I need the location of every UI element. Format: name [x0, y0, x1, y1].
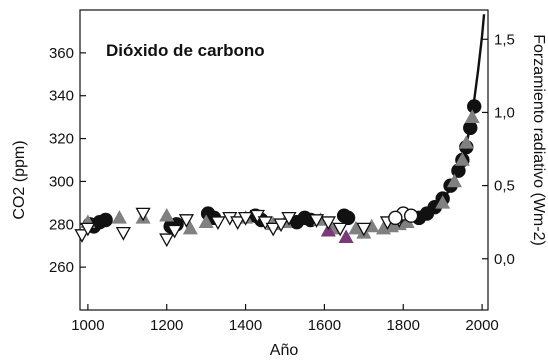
data-point-triangle-down — [80, 222, 96, 237]
data-point-triangle-up — [435, 195, 451, 209]
data-point-triangle-up — [182, 220, 198, 235]
x-tick-label: 1800 — [387, 317, 420, 334]
data-point-triangle-down — [273, 218, 289, 233]
y2-tick-label: 0,5 — [494, 178, 515, 195]
chart-title: Dióxido de carbono — [106, 41, 265, 60]
x-tick-label: 1400 — [229, 317, 262, 334]
data-point-triangle-up — [464, 109, 480, 123]
data-point-triangle-down — [115, 227, 131, 241]
data-point-triangle-up — [338, 229, 354, 243]
data-point-triangle-down — [167, 224, 183, 239]
y-tick-label: 320 — [49, 131, 74, 148]
data-point-triangle-down — [178, 214, 195, 228]
y-axis-title-right: Forzamiento radiativo (Wm-2) — [530, 34, 547, 246]
data-point-circle — [340, 210, 356, 226]
x-tick-label: 1000 — [71, 317, 104, 334]
y-tick-label: 340 — [49, 88, 74, 105]
data-point-triangle-up — [159, 207, 175, 222]
data-point-circle — [388, 210, 403, 226]
y-tick-label: 280 — [49, 216, 74, 233]
data-point-triangle-down — [237, 212, 254, 226]
data-point-circle — [463, 120, 478, 136]
data-point-triangle-up — [454, 152, 470, 166]
data-point-triangle-up — [320, 222, 336, 237]
y-tick-label: 360 — [49, 45, 74, 62]
data-point-triangle-down — [265, 222, 281, 237]
data-point-triangle-down — [210, 216, 226, 230]
y-tick-label: 300 — [49, 173, 74, 190]
data-point-triangle-down — [308, 214, 325, 228]
data-point-triangle-down — [159, 233, 175, 248]
data-point-triangle-down — [320, 216, 336, 230]
data-point-circle — [403, 208, 419, 223]
y-axis-title-left: CO2 (ppm) — [11, 140, 28, 219]
data-point-triangle-up — [446, 173, 463, 188]
data-point-triangle-down — [356, 222, 372, 237]
x-tick-label: 2000 — [465, 317, 498, 334]
data-point-triangle-up — [198, 214, 214, 228]
x-tick-label: 1200 — [150, 317, 183, 334]
x-tick-label: 1600 — [308, 317, 341, 334]
y2-tick-label: 0,0 — [494, 251, 515, 268]
data-point-triangle-up — [111, 210, 127, 224]
y-tick-label: 260 — [49, 259, 74, 276]
data-point-triangle-down — [281, 212, 297, 226]
y2-tick-label: 1,0 — [494, 104, 515, 121]
y2-tick-label: 1,5 — [494, 31, 515, 48]
data-point-triangle-down — [332, 222, 348, 237]
plot-frame — [79, 9, 489, 311]
x-axis-title: Año — [270, 342, 299, 359]
data-point-circle — [467, 99, 482, 114]
data-point-triangle-up — [458, 135, 474, 149]
data-point-triangle-down — [74, 229, 90, 243]
data-point-circle — [98, 212, 113, 228]
data-point-triangle-down — [135, 207, 151, 222]
data-point-triangle-down — [230, 216, 246, 230]
